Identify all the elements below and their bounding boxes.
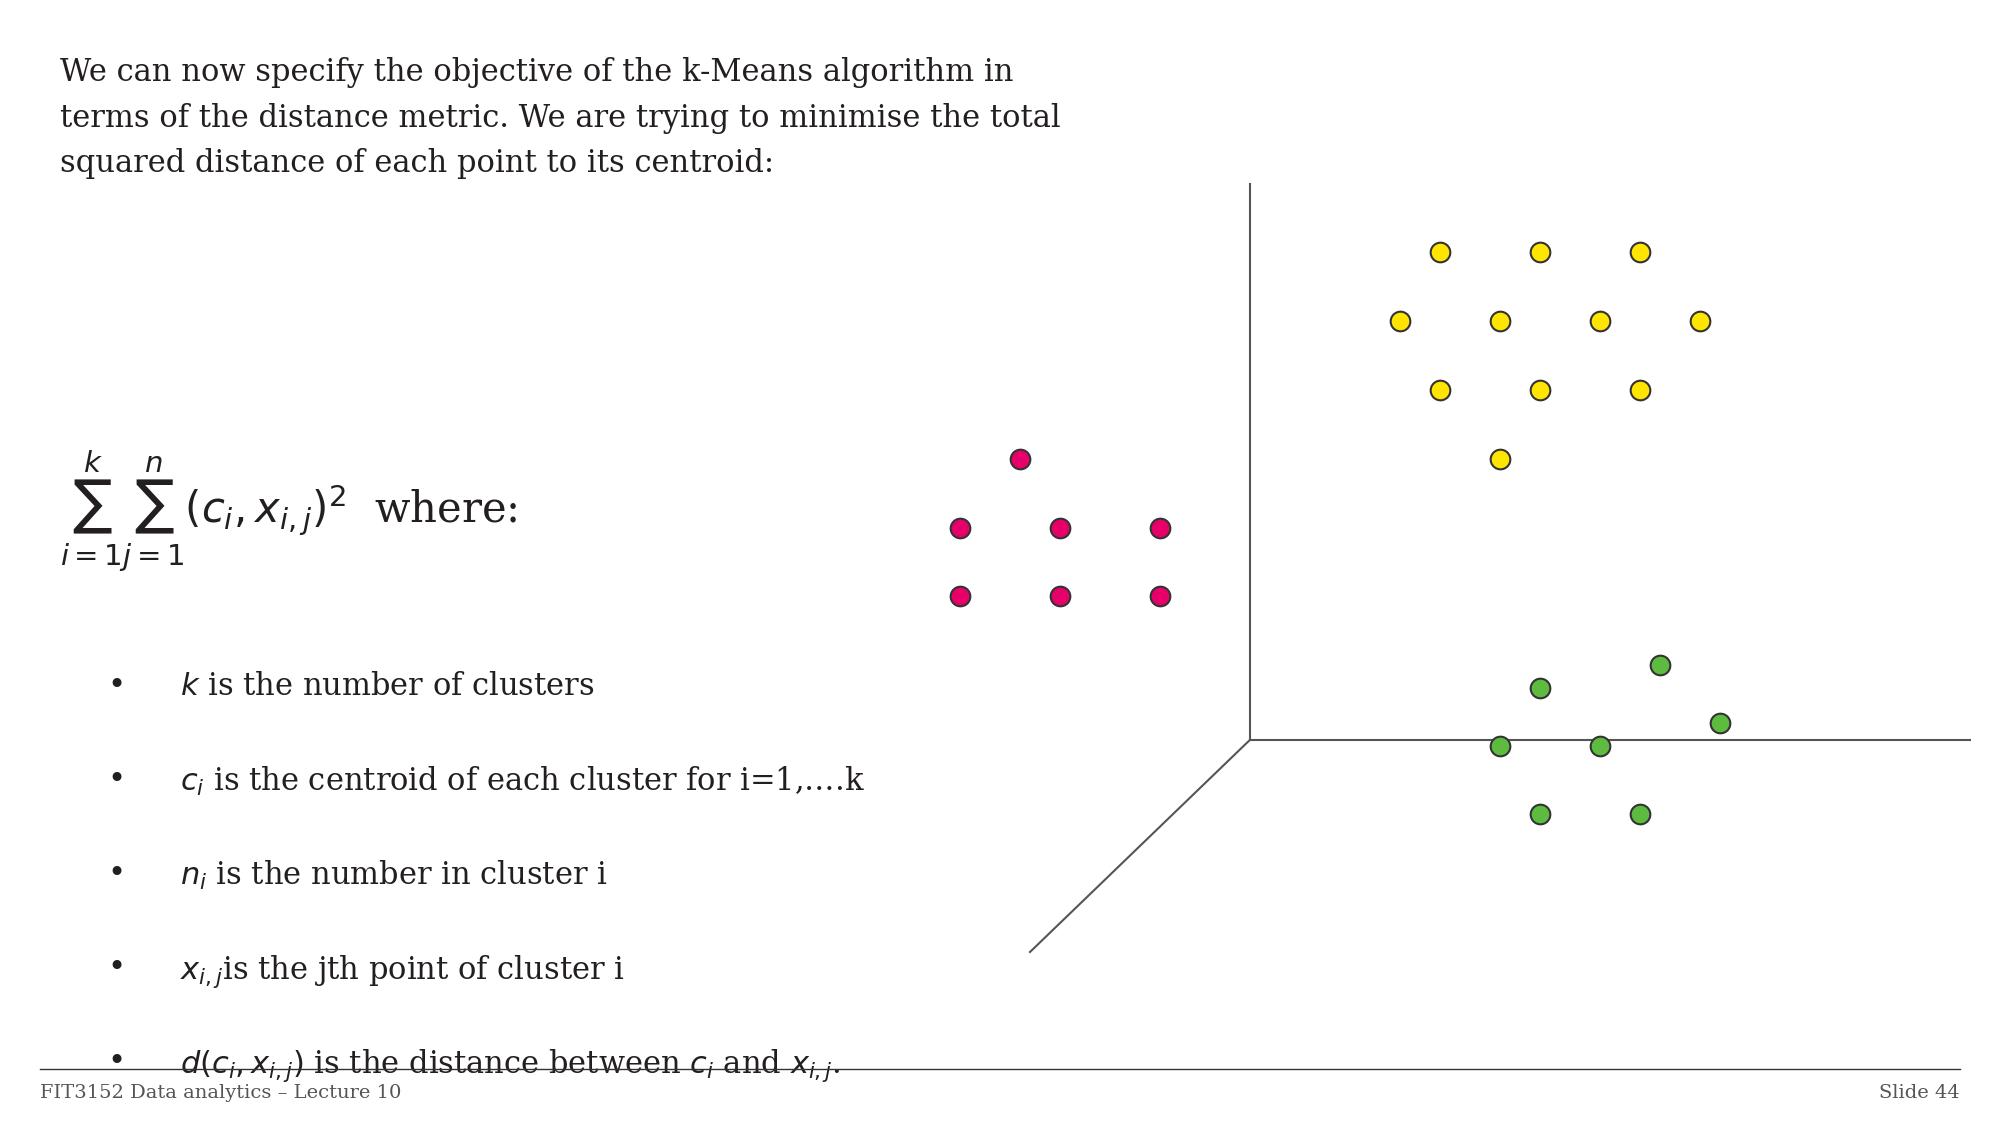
Text: •: • <box>106 765 126 796</box>
Point <box>1704 713 1736 732</box>
Point <box>1144 587 1176 606</box>
Text: •: • <box>106 1047 126 1078</box>
Text: $x_{i,j}$is the jth point of cluster i: $x_{i,j}$is the jth point of cluster i <box>180 953 624 990</box>
Point <box>1624 243 1656 262</box>
Point <box>1624 805 1656 824</box>
Point <box>1584 312 1616 330</box>
Text: $k$ is the number of clusters: $k$ is the number of clusters <box>180 671 594 702</box>
Point <box>1044 587 1076 606</box>
Point <box>1584 736 1616 755</box>
Text: $n_i$ is the number in cluster i: $n_i$ is the number in cluster i <box>180 859 608 892</box>
Text: Slide 44: Slide 44 <box>1880 1084 1960 1102</box>
Text: •: • <box>106 859 126 890</box>
Text: $d(c_i, x_{i,j})$ is the distance between $c_i$ and $x_{i,j}$.: $d(c_i, x_{i,j})$ is the distance betwee… <box>180 1047 840 1084</box>
Text: •: • <box>106 671 126 702</box>
Point <box>1624 381 1656 399</box>
Text: We can now specify the objective of the k-Means algorithm in
terms of the distan: We can now specify the objective of the … <box>60 57 1060 179</box>
Text: $c_i$ is the centroid of each cluster for i=1,….k: $c_i$ is the centroid of each cluster fo… <box>180 765 864 798</box>
Text: •: • <box>106 953 126 984</box>
Point <box>1524 679 1556 697</box>
Point <box>1644 656 1676 674</box>
Point <box>1524 243 1556 262</box>
Text: $\sum_{i=1}^{k} \sum_{j=1}^{n} \left(c_i, x_{i,j}\right)^2$  where:: $\sum_{i=1}^{k} \sum_{j=1}^{n} \left(c_i… <box>60 447 518 574</box>
Point <box>944 587 976 606</box>
Point <box>1004 450 1036 468</box>
Point <box>1044 518 1076 537</box>
Text: FIT3152 Data analytics – Lecture 10: FIT3152 Data analytics – Lecture 10 <box>40 1084 402 1102</box>
Point <box>1384 312 1416 330</box>
Point <box>1524 805 1556 824</box>
Point <box>1524 381 1556 399</box>
Point <box>1484 312 1516 330</box>
Point <box>1484 450 1516 468</box>
Point <box>1484 736 1516 755</box>
Point <box>944 518 976 537</box>
Point <box>1424 381 1456 399</box>
Point <box>1144 518 1176 537</box>
Point <box>1424 243 1456 262</box>
Point <box>1684 312 1716 330</box>
